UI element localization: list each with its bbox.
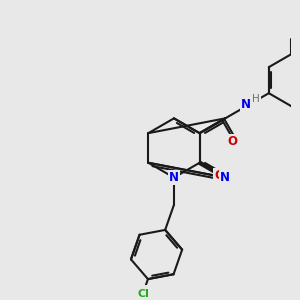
Text: N: N xyxy=(169,171,179,184)
Text: Cl: Cl xyxy=(138,289,150,299)
Text: H: H xyxy=(252,94,260,104)
Text: N: N xyxy=(241,98,251,111)
Text: O: O xyxy=(228,135,238,148)
Text: O: O xyxy=(214,169,224,182)
Text: N: N xyxy=(220,171,230,184)
